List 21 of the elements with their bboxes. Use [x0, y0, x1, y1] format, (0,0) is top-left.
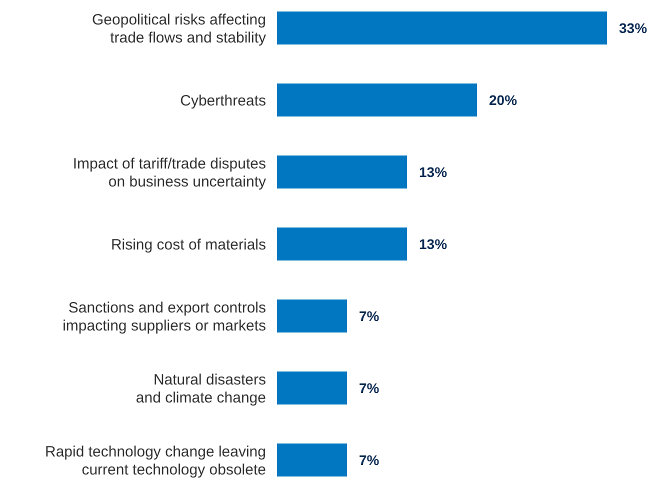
bar	[277, 444, 347, 476]
data-label: 7%	[359, 380, 380, 396]
y-tick-label: Natural disasters and climate change	[136, 371, 266, 406]
data-label: 20%	[489, 92, 518, 108]
y-tick-label: Sanctions and export controls impacting suppliers or markets	[62, 299, 266, 334]
y-tick-label: Rapid technology change leaving current technology obsolete	[45, 443, 266, 478]
bar	[277, 12, 607, 44]
bar	[277, 84, 477, 116]
y-tick-label: Impact of tariff/trade disputes on business uncertainty	[72, 155, 266, 190]
bar	[277, 156, 407, 188]
y-tick-label: Rising cost of materials	[110, 236, 266, 254]
y-tick-label: Geopolitical risks affecting trade flows and stability	[92, 11, 266, 46]
bar	[277, 228, 407, 260]
y-tick-label: Cyberthreats	[180, 92, 266, 110]
data-label: 33%	[619, 20, 648, 36]
data-label: 7%	[359, 308, 380, 324]
bar	[277, 300, 347, 332]
bar	[277, 372, 347, 404]
data-label: 13%	[419, 236, 448, 252]
data-label: 13%	[419, 164, 448, 180]
data-label: 7%	[359, 452, 380, 468]
